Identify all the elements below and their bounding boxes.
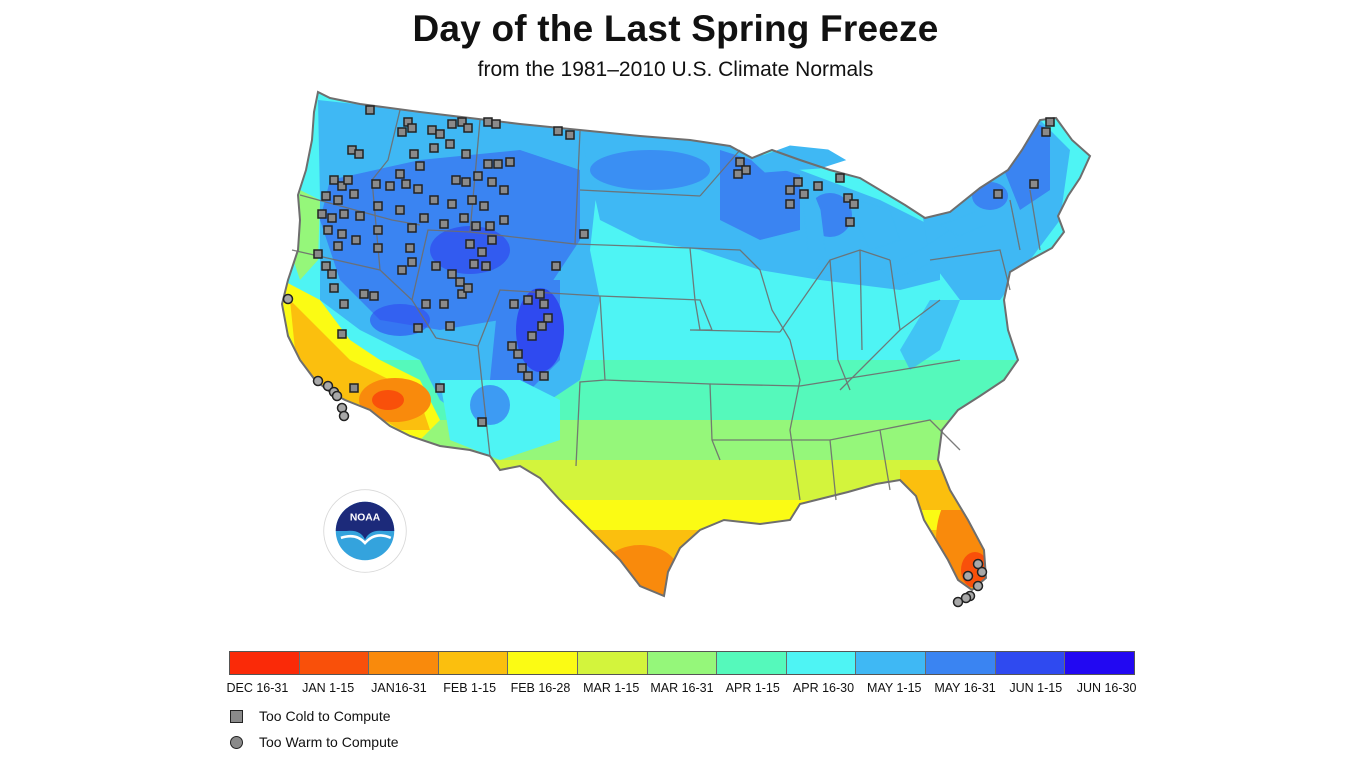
legend-label: MAR 1-15 <box>583 681 640 695</box>
legend-color-bar <box>229 651 1135 675</box>
legend-label: APR 16-30 <box>792 681 855 695</box>
legend-label: MAY 16-31 <box>934 681 996 695</box>
legend-label: JAN16-31 <box>371 681 427 695</box>
legend-swatch <box>647 652 718 674</box>
legend-label: JUN 1-15 <box>1009 681 1063 695</box>
legend-swatch <box>438 652 509 674</box>
legend-label: FEB 1-15 <box>443 681 497 695</box>
legend-swatch <box>508 652 579 674</box>
legend-swatch <box>1065 652 1134 674</box>
gray-circle-icon <box>230 735 243 749</box>
too-cold-markers <box>313 105 1055 427</box>
legend-label: JUN 16-30 <box>1076 681 1137 695</box>
legend-key-too-cold: Too Cold to Compute <box>230 708 391 724</box>
gray-square-icon <box>230 709 243 723</box>
us-freeze-map <box>281 91 1091 608</box>
legend-label: JAN 1-15 <box>302 681 355 695</box>
noaa-logo-text: NOAA <box>350 513 381 524</box>
map-title: Day of the Last Spring Freeze <box>412 8 939 49</box>
legend-label: DEC 16-31 <box>226 681 289 695</box>
legend-swatch <box>299 652 370 674</box>
legend-label: MAY 1-15 <box>867 681 922 695</box>
map-subtitle: from the 1981–2010 U.S. Climate Normals <box>477 58 874 81</box>
legend-swatch <box>786 652 857 674</box>
legend-label: FEB 16-28 <box>510 681 571 695</box>
legend-swatch <box>995 652 1066 674</box>
legend-swatch <box>717 652 787 674</box>
legend-swatch <box>926 652 996 674</box>
legend-key-too-warm: Too Warm to Compute <box>230 734 399 750</box>
legend-swatch <box>230 652 300 674</box>
legend-key-label: Too Warm to Compute <box>259 734 399 750</box>
legend-swatch <box>578 652 648 674</box>
legend-labels: DEC 16-31 JAN 1-15 JAN16-31 FEB 1-15 FEB… <box>222 681 1142 695</box>
too-warm-markers <box>282 293 988 608</box>
legend-label: MAR 16-31 <box>650 681 714 695</box>
legend-swatch <box>856 652 927 674</box>
noaa-logo: NOAA <box>323 489 407 573</box>
legend-swatch <box>369 652 439 674</box>
legend-key-label: Too Cold to Compute <box>259 708 391 724</box>
legend-label: APR 1-15 <box>725 681 780 695</box>
